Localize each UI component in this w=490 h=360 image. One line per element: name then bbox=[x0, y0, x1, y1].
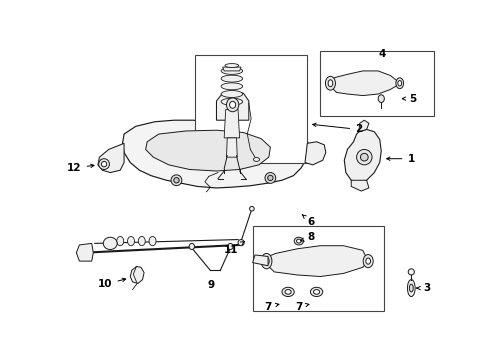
Polygon shape bbox=[359, 120, 369, 132]
Text: 11: 11 bbox=[224, 242, 244, 255]
Ellipse shape bbox=[407, 280, 415, 297]
Ellipse shape bbox=[174, 177, 179, 183]
Ellipse shape bbox=[98, 159, 109, 170]
Ellipse shape bbox=[189, 243, 195, 249]
Polygon shape bbox=[98, 143, 124, 172]
Ellipse shape bbox=[221, 98, 243, 105]
Ellipse shape bbox=[265, 172, 276, 183]
Ellipse shape bbox=[249, 206, 254, 211]
Text: 2: 2 bbox=[313, 123, 362, 134]
Ellipse shape bbox=[138, 237, 145, 246]
Ellipse shape bbox=[325, 76, 336, 90]
Text: 4: 4 bbox=[378, 49, 386, 59]
Ellipse shape bbox=[366, 258, 370, 264]
Ellipse shape bbox=[171, 175, 182, 186]
Ellipse shape bbox=[229, 101, 236, 108]
Ellipse shape bbox=[296, 239, 301, 243]
Ellipse shape bbox=[408, 269, 415, 275]
Ellipse shape bbox=[221, 75, 243, 82]
Ellipse shape bbox=[226, 98, 239, 112]
Ellipse shape bbox=[396, 78, 404, 89]
Text: 8: 8 bbox=[301, 232, 315, 242]
Polygon shape bbox=[332, 71, 398, 95]
Polygon shape bbox=[253, 255, 268, 266]
Polygon shape bbox=[344, 130, 381, 183]
Polygon shape bbox=[217, 91, 249, 120]
Ellipse shape bbox=[311, 287, 323, 297]
Text: 7: 7 bbox=[295, 302, 309, 311]
Polygon shape bbox=[226, 138, 237, 157]
Ellipse shape bbox=[101, 161, 107, 167]
Ellipse shape bbox=[282, 287, 294, 297]
Ellipse shape bbox=[117, 237, 123, 246]
Text: 10: 10 bbox=[98, 278, 126, 289]
Polygon shape bbox=[305, 142, 326, 165]
Text: 3: 3 bbox=[417, 283, 430, 293]
Ellipse shape bbox=[238, 239, 244, 246]
Text: 9: 9 bbox=[208, 280, 215, 291]
Ellipse shape bbox=[221, 91, 243, 98]
Polygon shape bbox=[351, 180, 369, 191]
Ellipse shape bbox=[363, 255, 373, 267]
Ellipse shape bbox=[221, 83, 243, 90]
Polygon shape bbox=[146, 130, 270, 171]
Ellipse shape bbox=[409, 284, 413, 292]
Ellipse shape bbox=[221, 67, 243, 75]
Ellipse shape bbox=[264, 257, 269, 265]
Ellipse shape bbox=[225, 64, 239, 67]
Ellipse shape bbox=[361, 153, 368, 161]
Ellipse shape bbox=[149, 237, 156, 246]
Ellipse shape bbox=[261, 253, 272, 269]
Polygon shape bbox=[224, 109, 240, 138]
Polygon shape bbox=[76, 243, 93, 261]
Polygon shape bbox=[222, 67, 241, 71]
Ellipse shape bbox=[328, 80, 333, 87]
Ellipse shape bbox=[103, 237, 117, 249]
Polygon shape bbox=[122, 120, 309, 188]
Text: 12: 12 bbox=[67, 163, 94, 173]
Ellipse shape bbox=[253, 158, 260, 161]
Bar bbox=[320, 51, 435, 116]
Ellipse shape bbox=[285, 289, 291, 294]
Text: 5: 5 bbox=[402, 94, 416, 104]
Ellipse shape bbox=[398, 81, 402, 86]
Ellipse shape bbox=[127, 237, 134, 246]
Ellipse shape bbox=[357, 149, 372, 165]
Bar bbox=[253, 226, 384, 311]
Ellipse shape bbox=[228, 243, 233, 249]
Ellipse shape bbox=[314, 289, 319, 294]
Text: 7: 7 bbox=[265, 302, 279, 311]
Ellipse shape bbox=[378, 95, 384, 103]
Bar bbox=[195, 55, 307, 163]
Ellipse shape bbox=[294, 237, 303, 245]
Polygon shape bbox=[268, 246, 367, 276]
Text: 6: 6 bbox=[302, 215, 315, 227]
Ellipse shape bbox=[268, 175, 273, 181]
Polygon shape bbox=[130, 266, 144, 283]
Text: 1: 1 bbox=[387, 154, 415, 164]
